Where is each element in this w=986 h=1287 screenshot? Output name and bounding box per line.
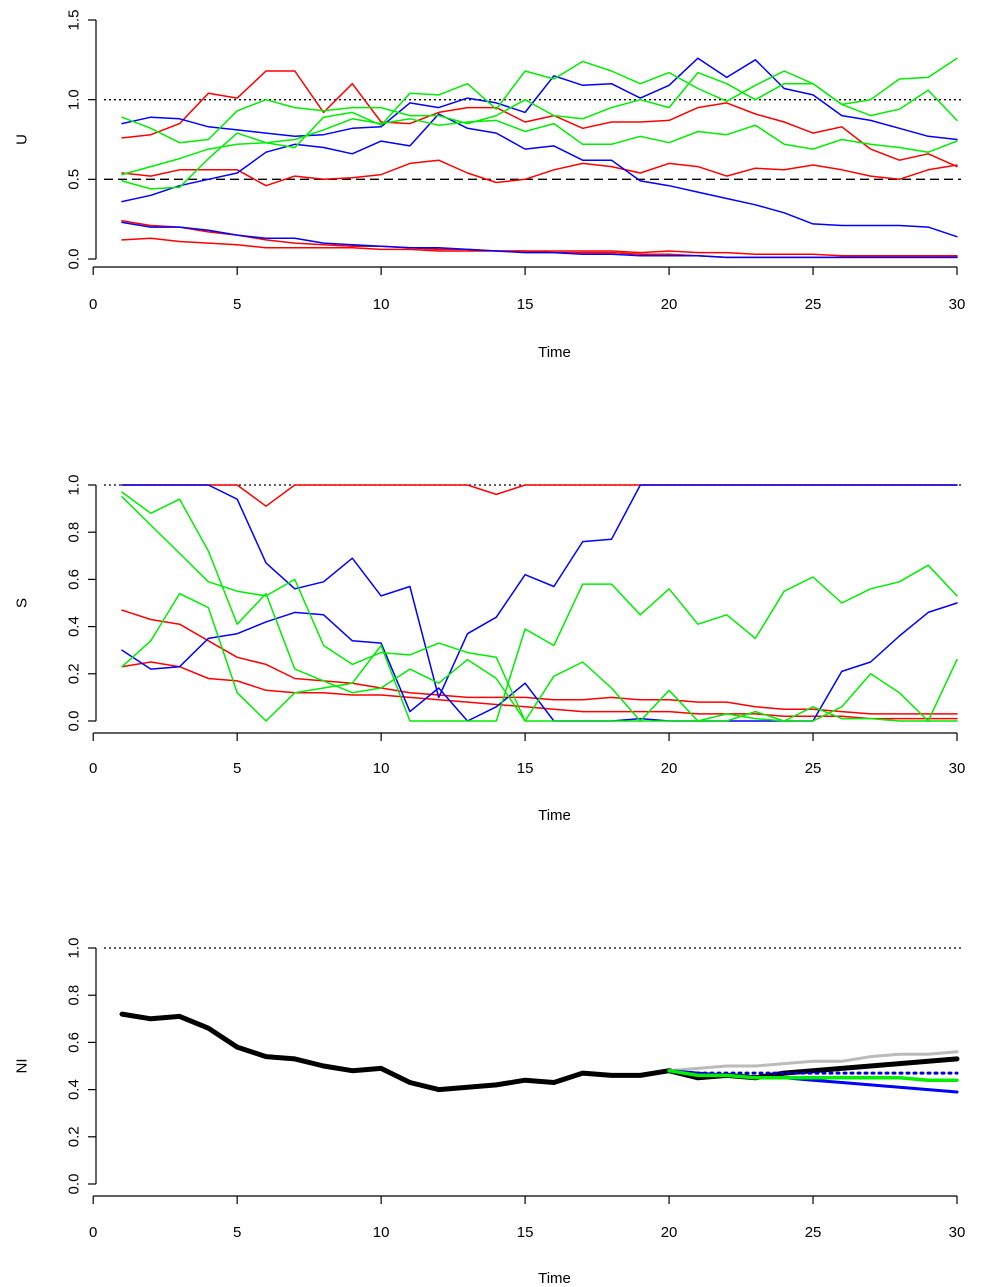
- x-tick-label: 5: [233, 296, 241, 313]
- y-tick-label: 1.0: [66, 89, 83, 110]
- y-tick-label: 0.5: [66, 169, 83, 190]
- series-line-4: [121, 237, 958, 257]
- series-line-1: [121, 484, 958, 507]
- x-tick-label: 20: [661, 1224, 678, 1241]
- y-axis-title: S: [14, 598, 31, 608]
- series-line-3: [121, 661, 958, 720]
- x-axis-title: Time: [538, 1270, 571, 1287]
- x-axis-title: Time: [538, 807, 571, 824]
- x-tick-label: 15: [517, 296, 534, 313]
- y-tick-label: 0.0: [66, 711, 83, 732]
- x-tick-label: 5: [233, 760, 241, 777]
- x-tick-label: 10: [373, 760, 390, 777]
- y-tick-label: 0.4: [66, 616, 83, 637]
- x-tick-label: 25: [805, 1224, 822, 1241]
- x-tick-label: 5: [233, 1224, 241, 1241]
- series-line-4: [121, 484, 958, 699]
- x-axis-title: Time: [538, 344, 571, 361]
- x-tick-label: 0: [89, 760, 97, 777]
- series-line-6: [121, 491, 958, 722]
- panel-3: 0 5 10 15 20 25 30 Time 0.0 0.2 0.4 0.6 0.8 1.0 NI: [14, 938, 966, 1287]
- series-line-9: [121, 57, 958, 176]
- y-tick-label: 0.8: [66, 522, 83, 543]
- y-tick-label: 1.5: [66, 10, 83, 31]
- panel-2: 0 5 10 15 20 25 30 Time 0.0 0.2 0.4 0.6 0.8 1.0 S: [14, 475, 966, 824]
- y-tick-label: 0.6: [66, 569, 83, 590]
- x-tick-label: 25: [805, 760, 822, 777]
- x-tick-label: 20: [661, 296, 678, 313]
- y-tick-label: 0.0: [66, 1174, 83, 1195]
- series-line-7: [121, 221, 958, 259]
- series-line-2: [121, 159, 958, 187]
- x-tick-label: 10: [373, 1224, 390, 1241]
- series-line-8: [121, 564, 958, 722]
- y-tick-label: 0.4: [66, 1079, 83, 1100]
- y-tick-label: 0.6: [66, 1032, 83, 1053]
- x-tick-label: 10: [373, 296, 390, 313]
- x-tick-label: 25: [805, 296, 822, 313]
- x-tick-label: 15: [517, 1224, 534, 1241]
- y-tick-label: 1.0: [66, 938, 83, 959]
- x-tick-label: 15: [517, 760, 534, 777]
- x-tick-label: 30: [949, 1224, 966, 1241]
- series-line-1: [119, 1011, 960, 1093]
- y-tick-label: 0.2: [66, 663, 83, 684]
- y-tick-label: 0.2: [66, 1126, 83, 1147]
- y-axis-title: U: [14, 134, 31, 145]
- series-line-1: [121, 70, 958, 168]
- x-tick-label: 0: [89, 1224, 97, 1241]
- y-tick-label: 0.0: [66, 249, 83, 270]
- series-line-10: [121, 118, 958, 190]
- series-line-5: [667, 1068, 959, 1082]
- x-tick-label: 0: [89, 296, 97, 313]
- series-line-4: [667, 1069, 959, 1075]
- y-axis-title: NI: [14, 1059, 31, 1074]
- x-tick-label: 30: [949, 760, 966, 777]
- series-line-5: [121, 57, 958, 141]
- y-tick-label: 1.0: [66, 475, 83, 496]
- x-tick-label: 20: [661, 760, 678, 777]
- series-line-7: [121, 496, 958, 722]
- panel-1: 0 5 10 15 20 25 30 Time 0.0 0.5 1.0 1.5 U: [14, 10, 966, 361]
- series-line-5: [121, 602, 958, 722]
- y-tick-label: 0.8: [66, 985, 83, 1006]
- series-line-6: [121, 113, 958, 238]
- series-line-2: [667, 1050, 959, 1073]
- x-tick-label: 30: [949, 296, 966, 313]
